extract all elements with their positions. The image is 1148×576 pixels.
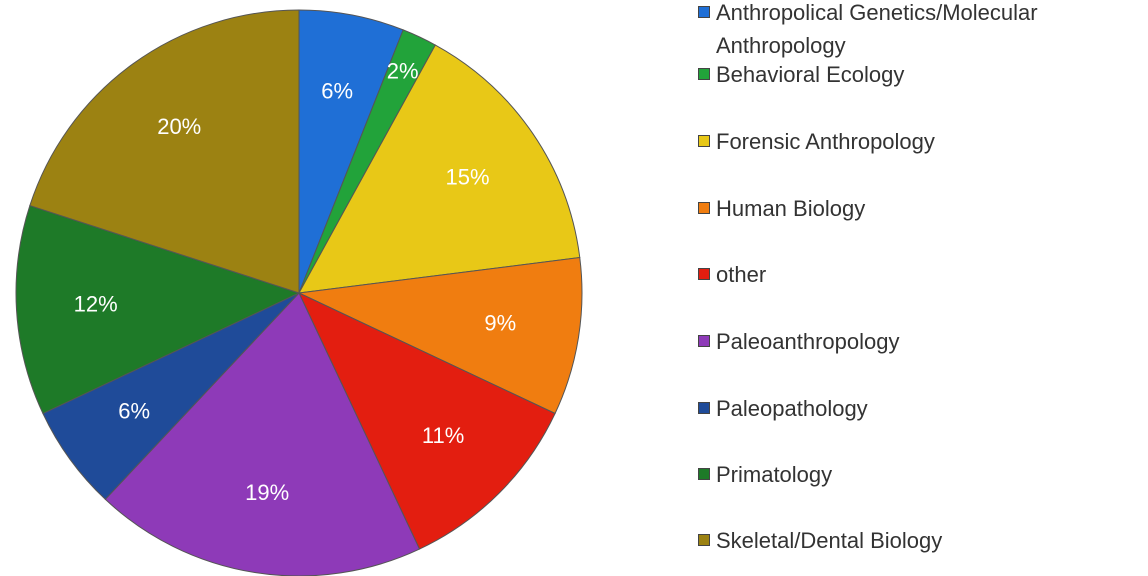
legend-swatch xyxy=(698,402,710,414)
data-label: 2% xyxy=(387,59,419,84)
legend-swatch xyxy=(698,468,710,480)
data-label: 12% xyxy=(74,292,118,317)
legend-item: Primatology xyxy=(696,458,1066,491)
pie-slice xyxy=(29,9,300,294)
pie-slice xyxy=(297,256,583,415)
legend-swatch xyxy=(698,268,710,280)
legend-label: Primatology xyxy=(716,462,833,487)
legend-label: Paleoanthropology xyxy=(716,329,900,354)
data-label: 11% xyxy=(422,423,464,448)
pie-slice xyxy=(298,44,581,294)
chart: 6% 2% 15% 9% 11% 19% 6% 12% 20% xyxy=(15,9,583,576)
legend-label: other xyxy=(716,262,767,287)
legend-swatch xyxy=(698,135,710,147)
legend-item: other xyxy=(696,258,1066,291)
pie-slice xyxy=(104,292,421,576)
legend-label: Paleopathology xyxy=(716,396,868,421)
legend-swatch xyxy=(698,202,710,214)
data-label: 6% xyxy=(321,79,353,104)
pie-slice xyxy=(297,291,556,550)
legend-item: Paleoanthropology xyxy=(696,325,1066,358)
legend-item: Forensic Anthropology xyxy=(696,125,1066,158)
data-label: 15% xyxy=(446,164,490,189)
data-label: 19% xyxy=(245,480,289,505)
legend-label: Forensic Anthropology xyxy=(716,129,935,154)
legend-item: Skeletal/Dental Biology xyxy=(696,524,1066,557)
legend-label: Skeletal/Dental Biology xyxy=(716,528,943,553)
data-label: 9% xyxy=(484,311,516,336)
legend-swatch xyxy=(698,534,710,546)
legend-swatch xyxy=(698,335,710,347)
legend-label: Behavioral Ecology xyxy=(716,62,905,87)
legend-swatch xyxy=(698,6,710,18)
legend-item: Human Biology xyxy=(696,192,1066,225)
data-label: 6% xyxy=(118,399,150,424)
legend-item: Paleopathology xyxy=(696,392,1066,425)
legend-item: Behavioral Ecology xyxy=(696,58,1066,91)
legend-swatch xyxy=(698,68,710,80)
legend-label: Human Biology xyxy=(716,196,866,221)
legend-item: Anthropolical Genetics/Molecular Anthrop… xyxy=(696,0,1066,62)
pie-slice xyxy=(15,204,301,415)
legend-label: Anthropolical Genetics/Molecular Anthrop… xyxy=(716,0,1038,58)
data-label: 20% xyxy=(157,114,201,139)
